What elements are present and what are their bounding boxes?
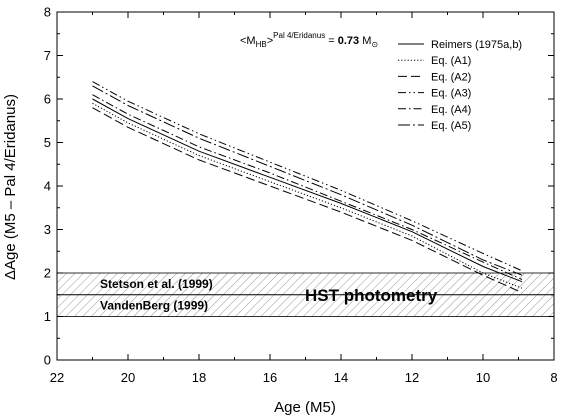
series-lines: [92, 81, 523, 294]
hst-photometry-label: HST photometry: [305, 286, 438, 305]
y-tick-label: 1: [44, 309, 51, 324]
annotation-unit: M: [359, 35, 371, 47]
legend-label-1: Eq. (A1): [431, 55, 471, 67]
x-tick-label: 8: [550, 370, 557, 385]
legend-label-3: Eq. (A3): [431, 88, 471, 100]
legend: Reimers (1975a,b) Eq. (A1) Eq. (A2) Eq. (A3…: [398, 39, 522, 132]
y-tick-label: 8: [44, 5, 51, 20]
x-tick-label: 12: [405, 370, 419, 385]
plot-frame: [56, 11, 555, 361]
x-tick-label: 20: [121, 370, 135, 385]
x-tick-label: 10: [476, 370, 490, 385]
y-axis-label: ΔAge (M5 – Pal 4/Eridanus): [2, 94, 19, 280]
series-line-2: [92, 107, 523, 294]
legend-label-0: Reimers (1975a,b): [431, 39, 522, 51]
legend-label-5: Eq. (A5): [431, 120, 471, 132]
y-tick-label: 7: [44, 48, 51, 63]
annotation-mid: >: [267, 35, 273, 47]
y-tick-label: 5: [44, 135, 51, 150]
legend-label-4: Eq. (A4): [431, 104, 471, 116]
band-label-stetson: Stetson et al. (1999): [100, 277, 213, 291]
y-tick-label: 3: [44, 222, 51, 237]
y-tick-label: 2: [44, 266, 51, 281]
sun-symbol: ⊙: [371, 40, 378, 49]
x-tick-label: 22: [50, 370, 64, 385]
band-label-vandenberg: VandenBerg (1999): [100, 299, 208, 313]
annotation-prefix: <M: [240, 35, 256, 47]
series-line-1: [92, 102, 523, 289]
y-tick-label: 4: [44, 179, 51, 194]
x-tick-label: 14: [334, 370, 348, 385]
y-tick-label: 6: [44, 92, 51, 107]
annotation-sup: Pal 4/Eridanus: [273, 31, 325, 40]
x-tick-label: 16: [263, 370, 277, 385]
x-axis-label: Age (M5): [274, 399, 336, 416]
legend-label-2: Eq. (A2): [431, 71, 471, 83]
x-tick-label: 18: [192, 370, 206, 385]
series-line-4: [92, 94, 523, 280]
y-tick-label: 0: [44, 353, 51, 368]
annotation-value: 0.73: [338, 35, 359, 47]
mass-annotation: <MHB>Pal 4/Eridanus = 0.73 M⊙: [240, 31, 378, 49]
annotation-eq: =: [325, 35, 338, 47]
annotation-sub: HB: [256, 40, 267, 49]
series-line-0: [92, 98, 523, 283]
